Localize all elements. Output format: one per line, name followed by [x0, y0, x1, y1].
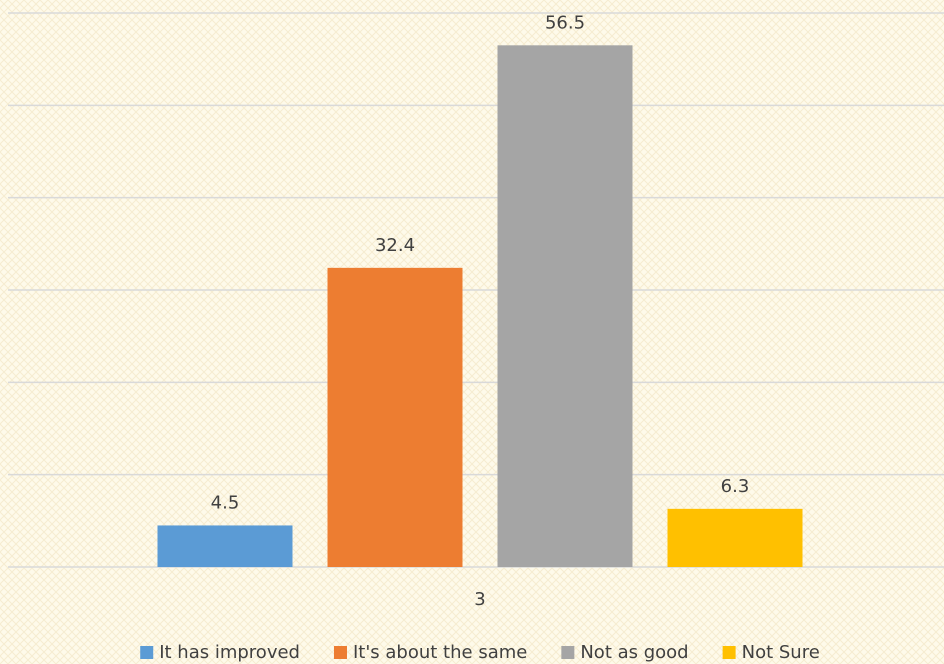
- bar: [497, 45, 633, 568]
- legend-label: Not Sure: [742, 642, 820, 663]
- data-label: 6.3: [721, 476, 750, 497]
- legend-swatch: [561, 646, 575, 659]
- legend-swatch: [333, 646, 347, 659]
- legend-label: Not as good: [580, 642, 688, 663]
- bar: [327, 267, 463, 567]
- legend-label: It has improved: [159, 642, 300, 663]
- legend-swatch: [140, 646, 154, 659]
- data-label: 56.5: [545, 12, 585, 33]
- x-tick-label: 3: [474, 589, 485, 610]
- bar: [667, 508, 803, 567]
- bar: [157, 525, 293, 567]
- data-label: 4.5: [211, 492, 240, 513]
- legend-swatch: [722, 646, 736, 659]
- data-label: 32.4: [375, 235, 415, 256]
- legend-label: It's about the same: [353, 642, 527, 663]
